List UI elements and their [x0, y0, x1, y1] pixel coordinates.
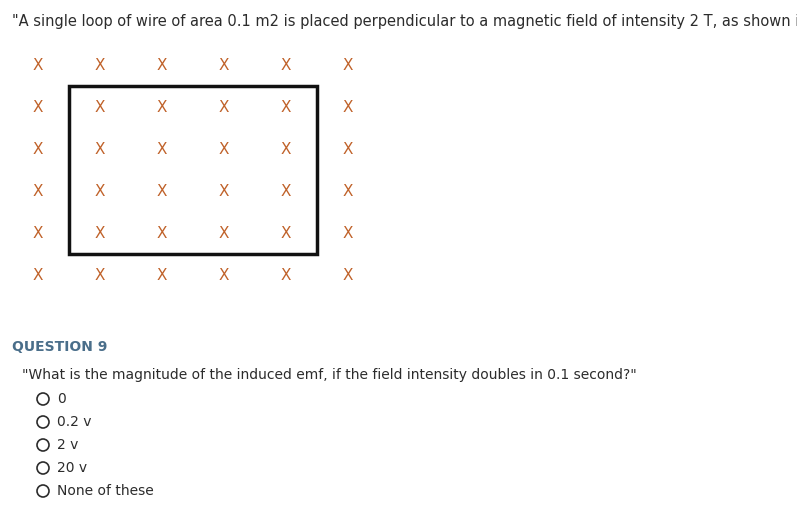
- Text: X: X: [33, 267, 43, 283]
- Text: QUESTION 9: QUESTION 9: [12, 340, 108, 354]
- Text: 2 v: 2 v: [57, 438, 78, 452]
- Text: X: X: [343, 141, 353, 157]
- Text: X: X: [33, 225, 43, 241]
- Text: X: X: [157, 267, 167, 283]
- Text: X: X: [218, 99, 230, 115]
- Text: X: X: [281, 57, 291, 73]
- Text: X: X: [95, 57, 105, 73]
- Text: X: X: [343, 57, 353, 73]
- Text: 0.2 v: 0.2 v: [57, 415, 92, 429]
- Text: None of these: None of these: [57, 484, 154, 498]
- Text: 0: 0: [57, 392, 65, 406]
- Text: X: X: [157, 225, 167, 241]
- Text: X: X: [281, 141, 291, 157]
- Text: X: X: [343, 267, 353, 283]
- Text: X: X: [281, 267, 291, 283]
- Bar: [69, 86, 317, 254]
- Text: X: X: [157, 99, 167, 115]
- Text: X: X: [95, 141, 105, 157]
- Text: X: X: [281, 225, 291, 241]
- Text: X: X: [95, 99, 105, 115]
- Text: X: X: [95, 183, 105, 199]
- Text: 20 v: 20 v: [57, 461, 87, 475]
- Text: X: X: [157, 141, 167, 157]
- Text: X: X: [95, 225, 105, 241]
- Text: X: X: [281, 183, 291, 199]
- Text: X: X: [33, 57, 43, 73]
- Text: X: X: [157, 183, 167, 199]
- Text: X: X: [33, 183, 43, 199]
- Text: X: X: [157, 57, 167, 73]
- Text: "What is the magnitude of the induced emf, if the field intensity doubles in 0.1: "What is the magnitude of the induced em…: [22, 368, 637, 382]
- Text: "A single loop of wire of area 0.1 m2 is placed perpendicular to a magnetic fiel: "A single loop of wire of area 0.1 m2 is…: [12, 14, 797, 29]
- Text: X: X: [218, 57, 230, 73]
- Text: X: X: [218, 267, 230, 283]
- Text: X: X: [343, 183, 353, 199]
- Text: X: X: [95, 267, 105, 283]
- Text: X: X: [33, 141, 43, 157]
- Text: X: X: [218, 225, 230, 241]
- Text: X: X: [281, 99, 291, 115]
- Text: X: X: [343, 225, 353, 241]
- Text: X: X: [218, 183, 230, 199]
- Text: X: X: [218, 141, 230, 157]
- Text: X: X: [33, 99, 43, 115]
- Text: X: X: [343, 99, 353, 115]
